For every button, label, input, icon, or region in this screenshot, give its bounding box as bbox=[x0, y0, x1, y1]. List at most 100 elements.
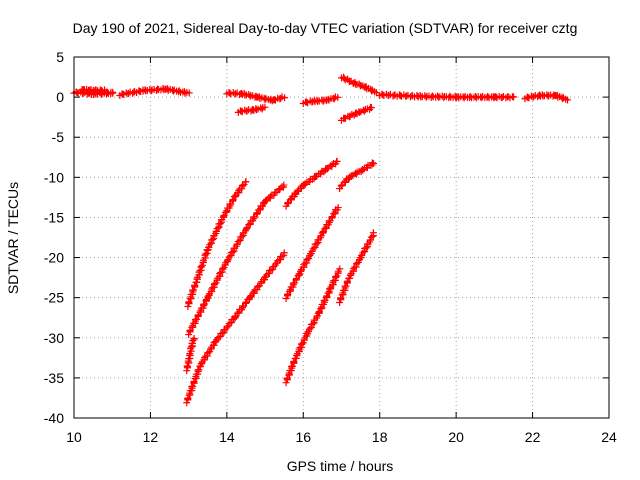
data-point bbox=[336, 265, 344, 273]
series-seg-l bbox=[183, 249, 288, 407]
data-point bbox=[205, 291, 213, 299]
data-point bbox=[254, 282, 262, 290]
data-point bbox=[353, 259, 361, 267]
series-seg-o bbox=[282, 204, 342, 302]
data-point bbox=[297, 267, 305, 275]
data-point bbox=[242, 178, 250, 186]
data-point bbox=[280, 249, 288, 257]
data-point bbox=[229, 248, 237, 256]
data-point bbox=[362, 244, 370, 252]
data-point bbox=[267, 192, 275, 200]
y-tick-label: -25 bbox=[44, 290, 64, 306]
data-point bbox=[367, 104, 375, 112]
y-tick-label: 0 bbox=[56, 89, 64, 105]
data-point bbox=[369, 160, 377, 168]
data-point bbox=[368, 159, 376, 167]
series-seg-i bbox=[521, 91, 572, 104]
data-point bbox=[348, 172, 356, 180]
series-seg-p bbox=[282, 265, 344, 387]
x-tick-label: 18 bbox=[372, 429, 388, 445]
plot-frame bbox=[73, 56, 610, 419]
data-point bbox=[219, 265, 227, 273]
series-seg-d bbox=[234, 103, 269, 116]
chart-title: Day 190 of 2021, Sidereal Day-to-day VTE… bbox=[73, 20, 578, 36]
x-tick-label: 14 bbox=[219, 429, 235, 445]
series-seg-a bbox=[70, 85, 117, 99]
y-tick-label: -35 bbox=[44, 370, 64, 386]
data-point bbox=[303, 255, 311, 263]
data-point bbox=[197, 262, 205, 270]
series-seg-e bbox=[299, 93, 342, 108]
x-tick-label: 22 bbox=[525, 429, 541, 445]
data-point bbox=[300, 181, 308, 189]
y-tick-label: -10 bbox=[44, 169, 64, 185]
grid-layer bbox=[74, 57, 609, 418]
data-point bbox=[211, 280, 219, 288]
data-point bbox=[261, 103, 269, 111]
data-point bbox=[197, 360, 205, 368]
data-point bbox=[183, 362, 191, 370]
data-point bbox=[101, 86, 109, 94]
data-point bbox=[281, 94, 289, 102]
data-point bbox=[293, 188, 301, 196]
ticks-layer: 10 12 14 16 18 20 22 24 5 0 -5 -10 -15 -20 -25 -30 -35 -4… bbox=[44, 49, 617, 445]
y-tick-label: -30 bbox=[44, 330, 64, 346]
data-point bbox=[334, 93, 342, 101]
data-point bbox=[309, 320, 317, 328]
data-point bbox=[311, 173, 319, 181]
data-point bbox=[185, 89, 193, 97]
y-axis-title: SDTVAR / TECUs bbox=[5, 182, 21, 294]
y-tick-label: -20 bbox=[44, 250, 64, 266]
data-point bbox=[313, 240, 321, 248]
data-point bbox=[346, 112, 354, 120]
y-tick-label: -5 bbox=[52, 129, 65, 145]
data-point bbox=[369, 229, 377, 237]
data-point bbox=[277, 94, 285, 102]
data-point bbox=[367, 85, 375, 93]
series-seg-k bbox=[185, 181, 288, 339]
data-point bbox=[340, 74, 348, 82]
series-seg-m bbox=[183, 335, 198, 375]
y-tick-label: 5 bbox=[56, 49, 64, 65]
x-tick-label: 16 bbox=[295, 429, 311, 445]
x-axis-title: GPS time / hours bbox=[287, 458, 394, 474]
series-seg-b bbox=[116, 85, 193, 100]
data-point bbox=[293, 351, 301, 359]
data-point bbox=[332, 273, 340, 281]
x-tick-label: 10 bbox=[66, 429, 82, 445]
series-seg-j bbox=[184, 178, 250, 310]
series-seg-q bbox=[336, 159, 377, 193]
series-seg-h bbox=[376, 90, 518, 102]
data-point bbox=[280, 181, 288, 189]
data-point bbox=[175, 87, 183, 95]
series-seg-f bbox=[338, 73, 380, 97]
data-point bbox=[346, 271, 354, 279]
data-point bbox=[328, 161, 336, 169]
data-point bbox=[564, 96, 572, 104]
series-seg-n bbox=[282, 157, 341, 210]
x-tick-label: 20 bbox=[448, 429, 464, 445]
data-point bbox=[216, 220, 224, 228]
series-seg-g bbox=[338, 103, 375, 124]
data-point bbox=[204, 349, 212, 357]
y-tick-label: -15 bbox=[44, 209, 64, 225]
data-point bbox=[253, 106, 260, 114]
data-point bbox=[209, 236, 217, 244]
data-point bbox=[368, 87, 376, 95]
series-seg-c bbox=[223, 89, 289, 105]
data-point bbox=[195, 366, 203, 374]
x-tick-label: 24 bbox=[601, 429, 617, 445]
data-point bbox=[355, 108, 363, 116]
data-point bbox=[510, 93, 518, 101]
data-point bbox=[333, 157, 341, 165]
data-point bbox=[190, 335, 198, 343]
y-tick-label: -40 bbox=[44, 410, 64, 426]
data-point bbox=[239, 181, 247, 189]
series-seg-r bbox=[336, 229, 377, 306]
x-tick-label: 12 bbox=[143, 429, 159, 445]
data-point bbox=[238, 233, 246, 241]
data-point bbox=[298, 340, 306, 348]
points-layer bbox=[70, 73, 572, 407]
data-point bbox=[334, 204, 342, 212]
